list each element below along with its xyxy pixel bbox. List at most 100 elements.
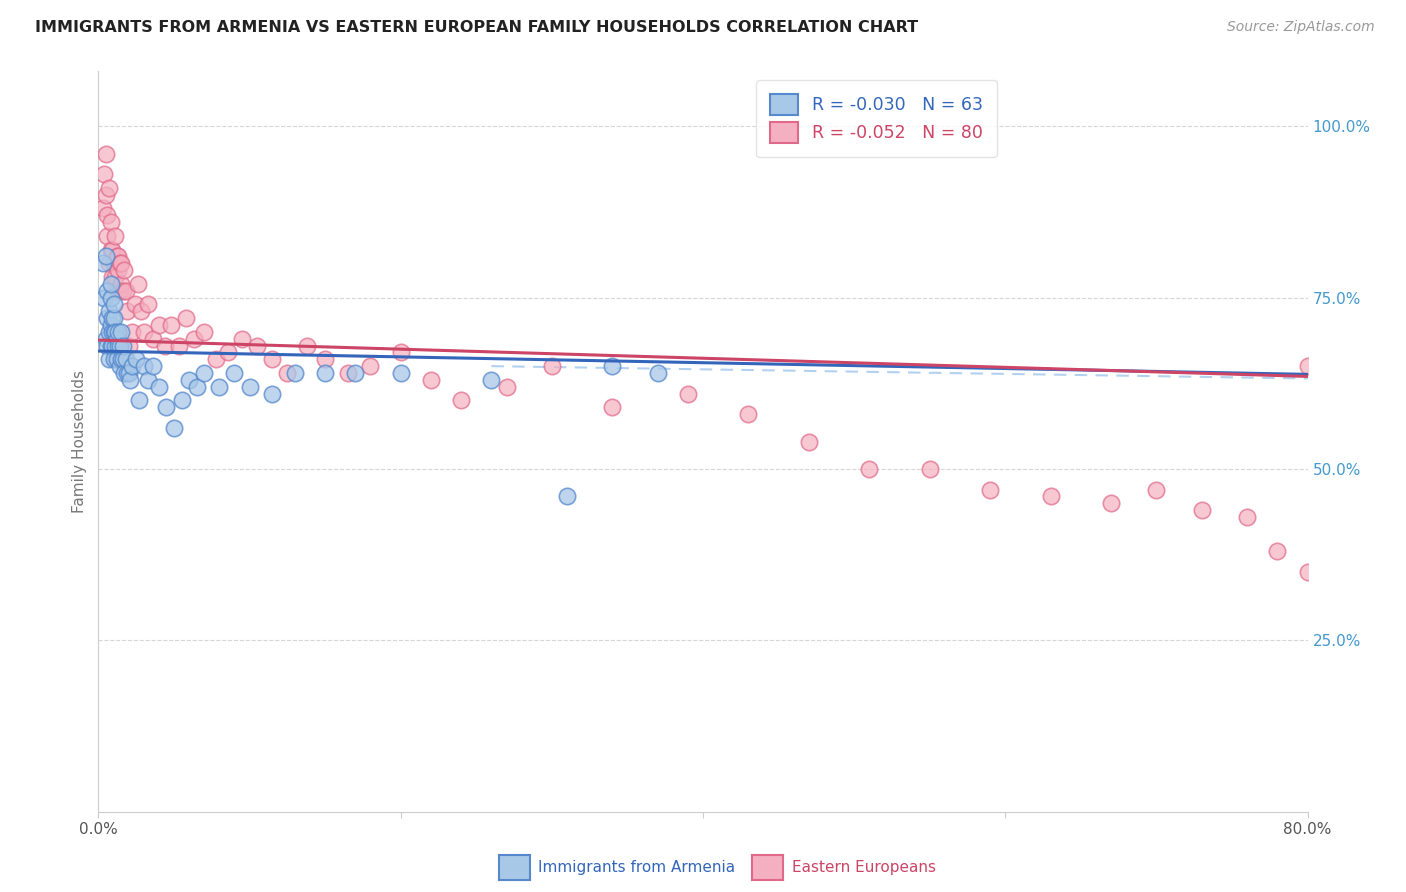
Point [96,284,118,298]
Point [100,291,122,305]
Point [555,489,578,503]
Point [160,318,183,332]
Point [193,366,215,380]
Point [262,386,284,401]
Point [1144,483,1167,497]
Point [420,373,443,387]
Point [121,359,143,373]
Point [217,345,239,359]
Point [101,311,124,326]
Point [96,338,118,352]
Point [167,338,190,352]
Point [132,325,155,339]
Point [737,407,759,421]
Point [98,181,121,195]
Point [105,250,128,264]
Point [98,352,121,367]
Point [94,146,117,161]
Point [186,380,208,394]
Point [108,284,131,298]
Point [450,393,472,408]
Point [1357,599,1379,613]
Point [136,297,159,311]
Point [101,338,124,352]
Point [103,284,125,298]
Point [110,256,132,270]
Point [1296,359,1319,373]
Point [115,366,138,380]
Point [114,352,136,367]
Point [108,256,131,270]
Point [295,338,318,352]
Point [98,256,121,270]
Point [170,393,193,408]
Point [104,270,127,285]
Point [314,352,336,367]
Point [110,352,132,367]
Point [100,215,122,229]
Point [114,284,136,298]
Point [284,366,307,380]
Point [132,359,155,373]
Point [979,483,1001,497]
Point [1236,510,1258,524]
Point [142,332,165,346]
Point [96,311,118,326]
Point [105,332,128,346]
Legend: R = -0.030   N = 63, R = -0.052   N = 80: R = -0.030 N = 63, R = -0.052 N = 80 [756,80,997,157]
Point [100,277,122,291]
Point [100,338,122,352]
Point [676,386,699,401]
Point [93,167,115,181]
Point [115,304,138,318]
Point [540,359,562,373]
Point [224,366,246,380]
Point [389,366,412,380]
Point [96,208,118,222]
Point [602,401,624,415]
Point [94,250,117,264]
Point [107,263,129,277]
Point [96,228,118,243]
Point [103,325,125,339]
Point [107,338,129,352]
Point [111,352,134,367]
Point [105,284,128,298]
Point [918,462,941,476]
Point [91,256,114,270]
Point [179,373,201,387]
Point [1039,489,1062,503]
Point [101,270,124,285]
Point [1386,565,1406,579]
Point [1327,572,1350,586]
Point [98,304,121,318]
Point [262,352,284,367]
Point [163,421,186,435]
Point [136,373,159,387]
Point [101,243,124,257]
Point [239,380,262,394]
Point [360,359,382,373]
Point [602,359,624,373]
Point [174,311,197,326]
Point [107,250,129,264]
Point [103,352,125,367]
Point [148,318,170,332]
Point [142,359,165,373]
Point [94,332,117,346]
Point [111,284,134,298]
Point [107,325,129,339]
Point [121,325,143,339]
Point [104,228,127,243]
Point [112,263,135,277]
Point [128,393,150,408]
Point [125,352,148,367]
Point [193,325,215,339]
Point [1402,572,1406,586]
Point [1267,544,1289,558]
Text: IMMIGRANTS FROM ARMENIA VS EASTERN EUROPEAN FAMILY HOUSEHOLDS CORRELATION CHART: IMMIGRANTS FROM ARMENIA VS EASTERN EUROP… [35,20,918,35]
Point [153,338,176,352]
Point [127,277,149,291]
Point [797,434,820,449]
Point [120,373,142,387]
